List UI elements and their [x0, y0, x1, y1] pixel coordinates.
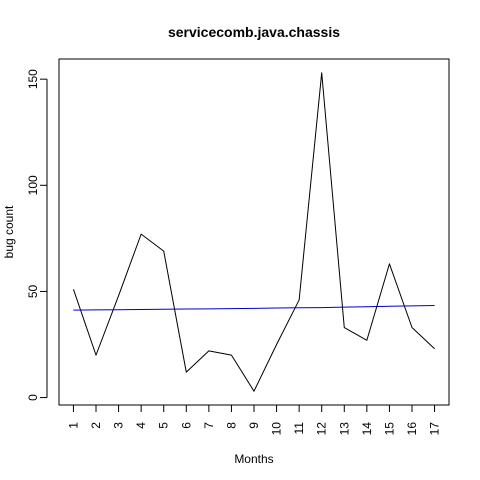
- x-axis-label: Months: [234, 452, 273, 466]
- x-axis: 1 2 3 4 5 6 7 8 9 10 11 12 13 14 15 16 17: [66, 404, 442, 436]
- y-tick-label: 0: [26, 394, 40, 401]
- x-tick-label: 14: [360, 422, 374, 436]
- y-axis: 0 50 100 150: [26, 69, 48, 401]
- x-tick-label: 9: [247, 422, 261, 429]
- x-tick-label: 4: [134, 422, 148, 429]
- x-tick-label: 13: [337, 422, 351, 436]
- x-tick-label: 8: [224, 422, 238, 429]
- x-tick-label: 11: [292, 422, 306, 435]
- x-tick-label: 6: [179, 422, 193, 429]
- plot-frame: [58, 58, 450, 406]
- y-axis-label: bug count: [2, 205, 16, 258]
- x-tick-label: 12: [315, 422, 329, 436]
- x-tick-label: 10: [270, 422, 284, 436]
- x-tick-label: 1: [66, 422, 80, 429]
- x-tick-label: 3: [112, 422, 126, 429]
- x-tick-label: 5: [157, 422, 171, 429]
- y-tick-label: 50: [26, 284, 40, 298]
- series-group: [72, 72, 435, 392]
- x-tick-label: 15: [382, 422, 396, 436]
- series-line-trend: [73, 304, 435, 311]
- x-tick-label: 17: [428, 422, 442, 436]
- chart-title: servicecomb.java.chassis: [168, 24, 340, 40]
- y-tick-label: 150: [26, 69, 40, 89]
- x-tick-label: 16: [405, 422, 419, 436]
- series-line-bug-count: [72, 72, 435, 392]
- y-tick-label: 100: [26, 175, 40, 195]
- x-tick-label: 7: [202, 422, 216, 429]
- x-tick-label: 2: [89, 422, 103, 429]
